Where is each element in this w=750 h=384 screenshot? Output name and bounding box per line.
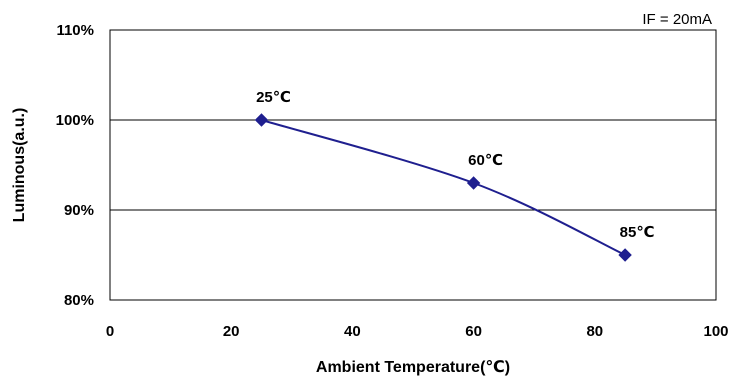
y-tick-label: 80% [64,292,94,309]
y-tick-labels: 80% 90% 100% 110% [56,22,94,309]
series-line [261,119,626,256]
plot-area-frame [109,29,717,301]
series-group: 25℃ 60℃ 85℃ [254,89,655,262]
x-tick-label: 60 [465,323,482,340]
x-tick-labels: 0 20 40 60 80 100 [106,323,729,340]
data-point-label: 25℃ [256,89,291,106]
x-tick-label: 100 [703,323,728,340]
x-tick-label: 40 [344,323,361,340]
data-point-label: 60℃ [468,152,503,169]
x-tick-label: 0 [106,323,114,340]
y-tick-label: 100% [56,112,94,129]
data-point-label: 85℃ [620,224,655,241]
test-condition-annotation: IF = 20mA [642,11,712,28]
x-axis-label: Ambient Temperature(℃) [316,359,510,376]
data-point-marker [618,248,632,262]
data-point-marker [254,113,269,127]
grid-lines [110,119,716,211]
y-axis-label: Luminous(a.u.) [11,108,28,223]
x-tick-label: 20 [223,323,240,340]
data-point-marker [466,176,481,190]
y-tick-label: 110% [56,22,94,39]
y-tick-label: 90% [64,202,94,219]
x-tick-label: 80 [586,323,603,340]
